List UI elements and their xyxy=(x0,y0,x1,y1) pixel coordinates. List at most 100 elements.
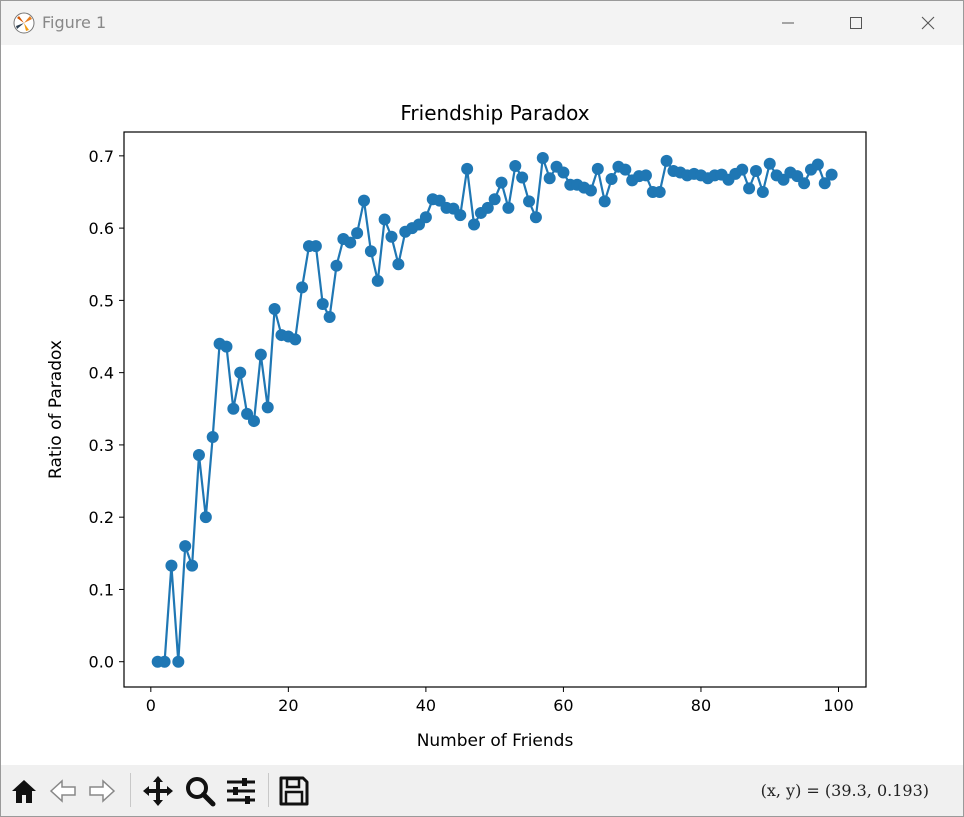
navigation-toolbar: (x, y) = (39.3, 0.193) xyxy=(1,765,963,816)
x-tick-label: 20 xyxy=(278,696,298,715)
data-point xyxy=(268,303,281,316)
close-icon xyxy=(921,16,935,30)
data-point xyxy=(605,172,618,185)
y-tick-label: 0.3 xyxy=(89,436,114,455)
window-title: Figure 1 xyxy=(42,13,107,32)
y-tick-label: 0.2 xyxy=(89,508,114,527)
data-point xyxy=(165,559,178,572)
data-point xyxy=(179,540,192,553)
data-point xyxy=(818,177,831,190)
forward-button[interactable] xyxy=(84,773,120,809)
x-tick-label: 40 xyxy=(416,696,436,715)
data-point xyxy=(371,274,384,287)
plot-frame xyxy=(123,131,867,688)
data-point xyxy=(330,259,343,272)
data-point xyxy=(254,348,267,361)
data-point xyxy=(158,655,171,668)
data-point xyxy=(468,218,481,231)
data-point xyxy=(454,209,467,222)
pan-button[interactable] xyxy=(140,773,176,809)
data-point xyxy=(199,511,212,524)
data-point xyxy=(543,172,556,185)
matplotlib-app-icon xyxy=(13,12,35,34)
back-button[interactable] xyxy=(45,773,81,809)
x-tick-label: 60 xyxy=(553,696,573,715)
home-button[interactable] xyxy=(6,773,42,809)
data-point xyxy=(247,415,260,428)
data-point xyxy=(316,297,329,310)
data-point xyxy=(488,193,501,206)
data-point xyxy=(591,162,604,175)
data-point xyxy=(798,177,811,190)
data-point xyxy=(220,340,233,353)
save-button[interactable] xyxy=(276,773,312,809)
pan-icon xyxy=(143,776,173,806)
data-point xyxy=(516,171,529,184)
y-axis-label: Ratio of Paradox xyxy=(46,340,66,479)
data-point xyxy=(756,185,769,198)
data-point xyxy=(536,152,549,165)
y-tick-label: 0.6 xyxy=(89,219,114,238)
data-point xyxy=(529,211,542,224)
save-icon xyxy=(279,776,309,806)
home-icon xyxy=(12,780,36,803)
data-point xyxy=(584,184,597,197)
data-point xyxy=(653,185,666,198)
data-point xyxy=(763,157,776,170)
zoom-button[interactable] xyxy=(182,773,218,809)
data-point xyxy=(743,182,756,195)
data-point xyxy=(206,430,219,443)
data-point xyxy=(392,258,405,271)
zoom-icon xyxy=(186,777,216,807)
figure-canvas[interactable]: 0 20 40 60 80 100 0.0 0.1 0.2 0.3 0.4 0.5 0.6 0.7 Frie… xyxy=(1,45,963,765)
data-point xyxy=(660,154,673,167)
y-tick-label: 0.5 xyxy=(89,291,114,310)
configure-icon xyxy=(227,778,255,804)
title-bar: Figure 1 xyxy=(1,1,963,45)
data-point xyxy=(385,230,398,243)
maximize-button[interactable] xyxy=(833,1,879,45)
data-point xyxy=(461,162,474,175)
data-point xyxy=(234,366,247,379)
configure-subplots-button[interactable] xyxy=(223,773,259,809)
data-point xyxy=(357,194,370,207)
x-tick-label: 80 xyxy=(691,696,711,715)
y-tick-label: 0.1 xyxy=(89,580,114,599)
back-icon xyxy=(49,779,76,803)
data-point xyxy=(172,655,185,668)
data-point xyxy=(351,227,364,240)
data-point xyxy=(344,236,357,249)
data-point xyxy=(227,402,240,415)
x-tick-label: 0 xyxy=(146,696,156,715)
chart: 0 20 40 60 80 100 0.0 0.1 0.2 0.3 0.4 0.5 0.6 0.7 Frie… xyxy=(46,101,867,751)
data-point xyxy=(192,449,205,462)
data-point xyxy=(509,159,522,172)
chart-title: Friendship Paradox xyxy=(400,101,589,125)
data-point xyxy=(296,281,309,294)
data-point xyxy=(378,213,391,226)
data-point xyxy=(323,311,336,323)
data-point xyxy=(364,245,377,258)
data-point xyxy=(523,195,536,208)
data-point xyxy=(825,168,838,181)
forward-icon xyxy=(89,779,116,803)
data-point xyxy=(419,211,432,224)
close-button[interactable] xyxy=(905,1,951,45)
y-tick-label: 0.0 xyxy=(89,653,114,672)
data-point xyxy=(619,163,632,176)
data-point xyxy=(186,559,199,572)
data-point xyxy=(811,158,824,171)
data-point xyxy=(289,333,302,346)
data-point xyxy=(736,163,749,176)
cursor-coordinates: (x, y) = (39.3, 0.193) xyxy=(760,781,929,800)
x-axis-label: Number of Friends xyxy=(417,731,574,751)
minimize-button[interactable] xyxy=(765,1,811,45)
data-point xyxy=(502,201,515,214)
x-tick-label: 100 xyxy=(823,696,854,715)
data-point xyxy=(557,166,570,179)
data-point xyxy=(261,401,274,414)
y-tick-label: 0.4 xyxy=(89,364,114,383)
minimize-icon xyxy=(782,22,794,24)
toolbar-separator xyxy=(130,773,131,807)
